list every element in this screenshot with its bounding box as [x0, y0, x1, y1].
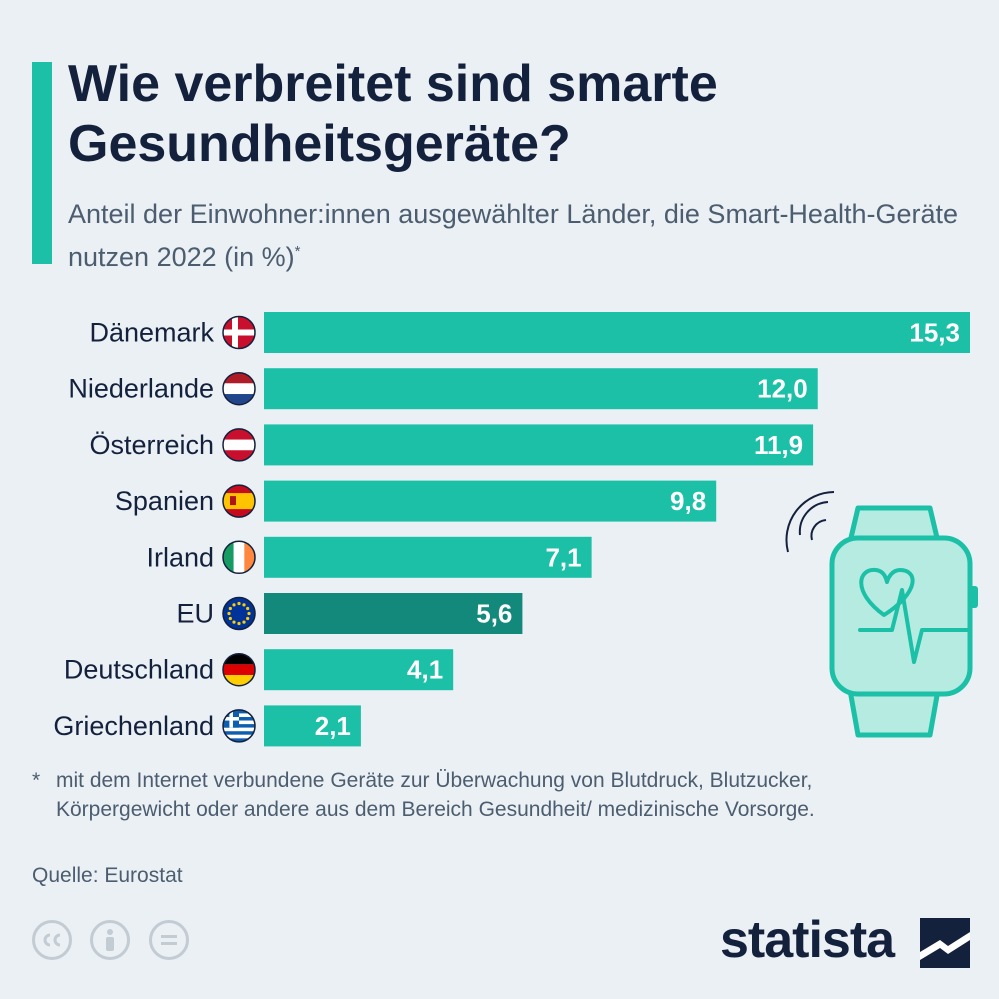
flag-icon [222, 596, 256, 631]
bar-value-label: 5,6 [476, 599, 512, 629]
footnote: * mit dem Internet verbundene Geräte zur… [32, 766, 912, 824]
bar-value-label: 2,1 [315, 711, 351, 741]
flag-icon [222, 428, 256, 462]
subtitle-footnote-mark: * [294, 243, 301, 260]
category-label: EU [176, 599, 214, 629]
subtitle-text: Anteil der Einwohner:innen ausgewählter … [68, 199, 959, 272]
bar-value-label: 7,1 [545, 542, 581, 572]
cc-icon[interactable] [32, 920, 72, 960]
bar [264, 480, 717, 522]
no-derivatives-icon[interactable] [148, 920, 189, 960]
flag-icon [222, 371, 256, 406]
bar-value-label: 11,9 [754, 430, 803, 460]
category-label: Österreich [89, 430, 214, 460]
bar [264, 593, 523, 634]
bar [264, 705, 361, 747]
flag-icon [222, 315, 256, 350]
category-label: Deutschland [64, 655, 214, 685]
license-icons [32, 920, 203, 965]
category-label: Dänemark [89, 318, 214, 348]
statista-logo-icon [920, 918, 970, 968]
attribution-icon[interactable] [90, 920, 131, 960]
bar [264, 312, 970, 353]
title-accent-bar [32, 62, 52, 264]
footnote-text: mit dem Internet verbundene Geräte zur Ü… [56, 769, 815, 821]
category-label: Niederlande [68, 374, 214, 404]
source-text: Quelle: Eurostat [32, 864, 183, 887]
bar [264, 649, 454, 691]
bar [264, 368, 818, 410]
flag-icon [222, 484, 256, 518]
statista-wordmark[interactable]: statista [720, 911, 895, 969]
bar-value-label: 4,1 [407, 655, 443, 685]
category-label: Griechenland [53, 711, 214, 741]
bar-chart: 15,3 Dänemark 12,0 Niederlande 11,9 Österreic… [53, 312, 970, 747]
footnote-mark: * [32, 769, 41, 792]
flag-icon [222, 540, 256, 575]
smartwatch-icon [785, 491, 978, 738]
bar [264, 536, 592, 578]
bar-value-label: 9,8 [670, 486, 706, 516]
bar-value-label: 12,0 [757, 374, 808, 404]
bar [264, 424, 814, 466]
bar-value-label: 15,3 [909, 318, 960, 348]
chart-title: Wie verbreitet sind smarte Gesundheitsge… [68, 55, 718, 173]
flag-icon [222, 709, 256, 743]
category-label: Irland [146, 542, 214, 572]
chart-subtitle: Anteil der Einwohner:innen ausgewählter … [68, 196, 968, 276]
flag-icon [222, 652, 256, 687]
category-label: Spanien [115, 486, 214, 516]
